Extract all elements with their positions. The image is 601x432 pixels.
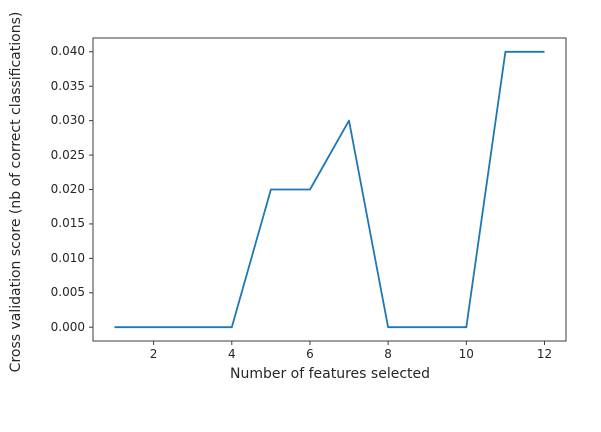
x-tick-label: 8 xyxy=(384,347,392,361)
x-tick-label: 12 xyxy=(536,347,553,361)
y-axis-label: Cross validation score (nb of correct cl… xyxy=(8,11,24,373)
y-tick-label: 0.015 xyxy=(50,216,85,231)
x-tick-label: 2 xyxy=(149,347,158,361)
x-tick-label: 4 xyxy=(227,347,236,361)
axis-tick-marks xyxy=(89,51,545,345)
y-tick-label: 0.030 xyxy=(50,113,85,128)
y-tick-label: 0.040 xyxy=(50,44,85,59)
y-tick-label: 0.000 xyxy=(50,319,85,334)
x-tick-label: 6 xyxy=(306,347,314,361)
y-tick-label: 0.005 xyxy=(50,285,85,300)
y-tick-label: 0.010 xyxy=(50,250,85,265)
data-line-series xyxy=(114,50,545,329)
x-tick-label: 10 xyxy=(458,347,474,361)
y-tick-label: 0.035 xyxy=(50,78,85,93)
plot-area-border xyxy=(92,37,567,342)
y-tick-label: 0.020 xyxy=(50,182,85,196)
y-tick-label: 0.025 xyxy=(50,147,85,162)
x-axis-label: Number of features selected xyxy=(229,366,431,382)
